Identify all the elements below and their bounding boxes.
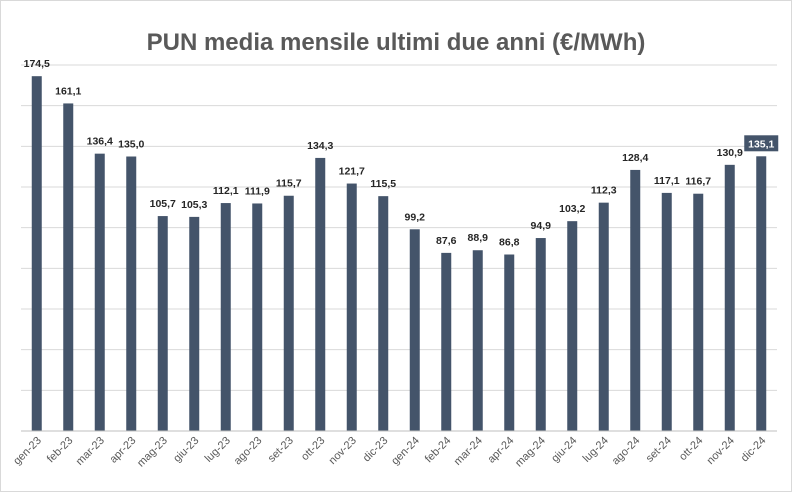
data-labels: 174,5 161,1 136,4 135,0 105,7 105,3 112,1 111,9… [24,58,779,249]
data-label-dic-23: 115,5 [370,178,396,190]
data-label-lug-24: 112,3 [591,185,617,197]
bar-feb-23 [63,103,74,432]
x-tick-mag-24: mag-24 [513,435,548,470]
bars [31,76,767,432]
x-tick-ott-24: ott-24 [677,435,705,463]
data-label-mag-24: 94,9 [531,220,552,232]
data-label-mar-24: 88,9 [468,232,489,244]
data-label-apr-24: 86,8 [499,237,520,249]
data-label-dic-24: 135,1 [748,138,774,150]
data-label-feb-24: 87,6 [436,235,457,247]
x-tick-ago-23: ago-23 [232,435,265,468]
data-label-nov-24: 130,9 [717,147,743,159]
data-label-giu-23: 105,3 [181,199,207,211]
bar-nov-23 [346,183,357,431]
x-tick-set-24: set-24 [644,435,674,465]
bar-mar-23 [94,153,105,432]
bar-giu-24 [567,221,578,431]
bar-mag-23 [157,216,168,431]
highlight-label-box [744,135,779,152]
bar-apr-23 [126,156,137,431]
x-tick-dic-24: dic-24 [739,435,769,465]
data-label-lug-23: 112,1 [213,185,239,197]
data-label-ago-23: 111,9 [245,185,270,197]
data-label-set-23: 115,7 [276,178,302,190]
bar-feb-24 [441,252,452,431]
bar-giu-23 [189,216,200,431]
x-tick-mag-23: mag-23 [135,435,170,470]
chart-title: PUN media mensile ultimi due anni (€/MWh… [146,29,646,56]
bar-lug-23 [220,203,231,431]
gridlines [21,64,777,391]
x-tick-mar-24: mar-24 [452,435,485,468]
bar-set-24 [661,192,672,431]
bar-ago-23 [252,203,263,431]
x-tick-nov-24: nov-24 [705,435,737,467]
bar-mar-24 [472,250,483,431]
bar-gen-23 [31,76,42,431]
x-tick-nov-23: nov-23 [327,435,359,467]
x-tick-gen-24: gen-24 [389,435,422,468]
x-tick-set-23: set-23 [266,435,296,465]
x-tick-lug-24: lug-24 [581,435,611,465]
bar-nov-24 [724,164,735,431]
data-label-ott-24: 116,7 [685,176,711,188]
bar-lug-24 [598,202,609,431]
data-label-gen-23: 174,5 [24,58,50,70]
bar-set-23 [283,195,294,431]
bar-dic-24 [756,156,767,431]
data-label-ott-23: 134,3 [307,140,333,152]
bar-dic-23 [378,196,389,431]
data-label-set-24: 117,1 [654,175,680,187]
x-tick-ago-24: ago-24 [610,435,643,468]
x-tick-gen-23: gen-23 [11,435,44,468]
bar-mag-24 [535,238,546,431]
data-label-mag-23: 105,7 [150,198,176,210]
data-label-gen-24: 99,2 [405,211,426,223]
bar-ago-24 [630,169,641,432]
bar-ott-24 [693,193,704,431]
data-label-nov-23: 121,7 [339,166,365,178]
data-label-feb-23: 161,1 [55,85,81,97]
x-tick-giu-23: giu-23 [171,435,201,465]
x-tick-lug-23: lug-23 [203,435,233,465]
data-label-apr-23: 135,0 [118,139,144,151]
bar-gen-24 [409,229,420,431]
data-label-mar-23: 136,4 [87,136,113,148]
x-tick-ott-23: ott-23 [299,435,327,463]
bar-apr-24 [504,254,515,431]
bar-ott-23 [315,157,326,431]
x-tick-giu-24: giu-24 [549,435,579,465]
x-tick-feb-24: feb-24 [423,435,454,466]
x-tick-mar-23: mar-23 [74,435,107,468]
data-label-giu-24: 103,2 [559,203,585,215]
x-tick-feb-23: feb-23 [45,435,76,466]
data-label-ago-24: 128,4 [622,152,648,164]
x-tick-dic-23: dic-23 [361,435,391,465]
